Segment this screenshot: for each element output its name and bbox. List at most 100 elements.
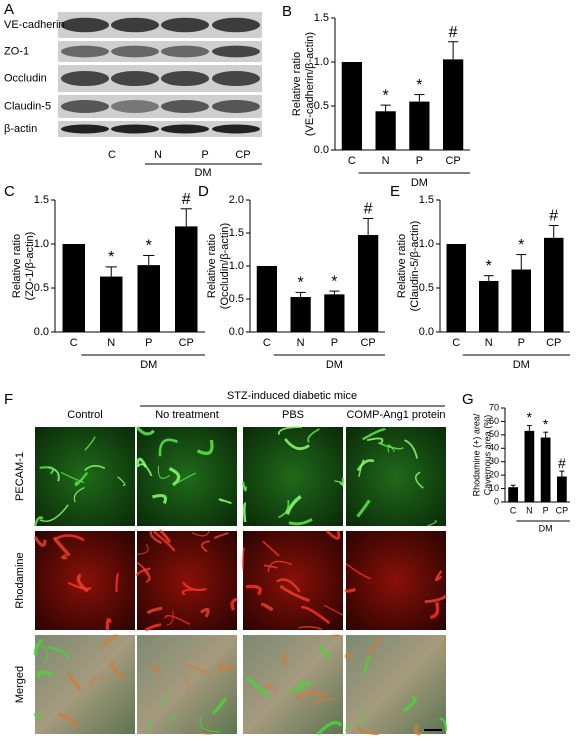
- texture: [149, 530, 163, 545]
- texture: [284, 438, 310, 451]
- micrograph: [33, 633, 135, 734]
- texture: [183, 663, 212, 675]
- texture: [135, 567, 151, 576]
- y-axis-label: (ZO-1/β-actin): [24, 232, 36, 301]
- texture: [325, 529, 341, 540]
- blot-band: [161, 124, 209, 134]
- y-axis-label: Relative ratio: [291, 52, 303, 116]
- texture: [323, 604, 344, 616]
- texture: [60, 471, 85, 484]
- texture: [415, 471, 424, 489]
- x-tick-label: C: [348, 155, 356, 167]
- blot-strip: [58, 95, 262, 118]
- micrograph: [137, 635, 237, 735]
- texture: [136, 561, 151, 584]
- texture: [181, 588, 195, 596]
- panel-letter: G: [462, 391, 474, 408]
- significance-mark: #: [558, 455, 566, 471]
- y-tick-label: 0.5: [34, 282, 49, 294]
- micrograph-bg: [137, 531, 237, 630]
- x-tick-label: P: [543, 505, 549, 515]
- texture: [161, 691, 172, 708]
- x-tick-label: C: [263, 337, 271, 349]
- texture: [331, 634, 340, 639]
- significance-mark: #: [449, 24, 458, 41]
- texture: [345, 563, 372, 580]
- texture: [310, 698, 337, 707]
- significance-mark: *: [108, 249, 114, 266]
- texture: [265, 684, 279, 692]
- y-tick-label: 1.5: [34, 194, 49, 206]
- bar: [358, 234, 379, 332]
- x-tick-label: CP: [556, 505, 569, 515]
- texture: [281, 652, 289, 667]
- y-axis-label: Relative ratio: [11, 234, 23, 298]
- texture: [434, 570, 443, 582]
- y-tick-label: 10: [489, 483, 499, 493]
- y-axis-label: (Occludin/β-actin): [219, 223, 231, 309]
- texture: [144, 623, 162, 632]
- x-tick-label: C: [510, 505, 517, 515]
- y-axis-label: (Claudin-5/β-actin): [409, 221, 421, 312]
- bar: [446, 244, 466, 332]
- x-tick-label: P: [331, 337, 338, 349]
- x-tick-label: C: [452, 337, 460, 349]
- texture: [413, 723, 421, 736]
- texture: [296, 679, 306, 691]
- texture: [439, 717, 448, 732]
- blot-band: [111, 100, 159, 113]
- texture: [230, 597, 238, 611]
- bar: [375, 111, 396, 150]
- texture: [296, 691, 327, 700]
- texture: [73, 487, 85, 503]
- texture: [136, 543, 149, 555]
- texture: [377, 441, 404, 450]
- blot-strip: [58, 41, 262, 62]
- micrograph: [242, 529, 344, 630]
- texture: [200, 607, 210, 618]
- micrograph: [33, 427, 135, 527]
- row-label: Rhodamine: [14, 552, 26, 608]
- panel-letter: E: [390, 183, 400, 200]
- x-tick-label: CP: [546, 337, 561, 349]
- micrograph-bg: [243, 427, 343, 526]
- texture: [427, 520, 437, 527]
- y-tick-label: 1.5: [419, 194, 434, 206]
- blot-strip: [58, 121, 262, 137]
- row-label: Merged: [14, 666, 26, 703]
- significance-mark: #: [549, 208, 558, 225]
- texture: [135, 457, 147, 468]
- x-tick-label: N: [382, 155, 390, 167]
- panel-letter: B: [282, 3, 292, 20]
- bar: [137, 265, 160, 332]
- significance-mark: #: [182, 191, 191, 208]
- y-tick-label: 40: [489, 443, 499, 453]
- micrograph-bg: [346, 635, 446, 734]
- texture: [344, 587, 356, 593]
- texture: [74, 472, 89, 487]
- texture: [60, 553, 68, 560]
- texture: [33, 536, 47, 547]
- y-tick-label: 20: [489, 470, 499, 480]
- texture: [430, 601, 440, 620]
- y-tick-label: 0.0: [34, 326, 49, 338]
- texture: [76, 573, 89, 593]
- texture: [365, 636, 382, 653]
- texture: [362, 428, 387, 441]
- texture: [33, 516, 44, 527]
- texture: [263, 564, 278, 569]
- protein-label: VE-cadherin: [4, 19, 65, 31]
- texture: [100, 633, 118, 647]
- texture: [148, 719, 152, 733]
- texture: [300, 605, 331, 625]
- texture: [110, 661, 125, 681]
- significance-mark: *: [518, 237, 524, 254]
- texture: [289, 681, 311, 694]
- bar: [557, 476, 567, 502]
- micrograph-bg: [137, 427, 237, 526]
- y-tick-label: 1.0: [314, 56, 329, 68]
- texture: [387, 444, 395, 453]
- texture: [39, 466, 55, 475]
- column-label: PBS: [282, 409, 304, 421]
- x-tick-label: P: [518, 337, 525, 349]
